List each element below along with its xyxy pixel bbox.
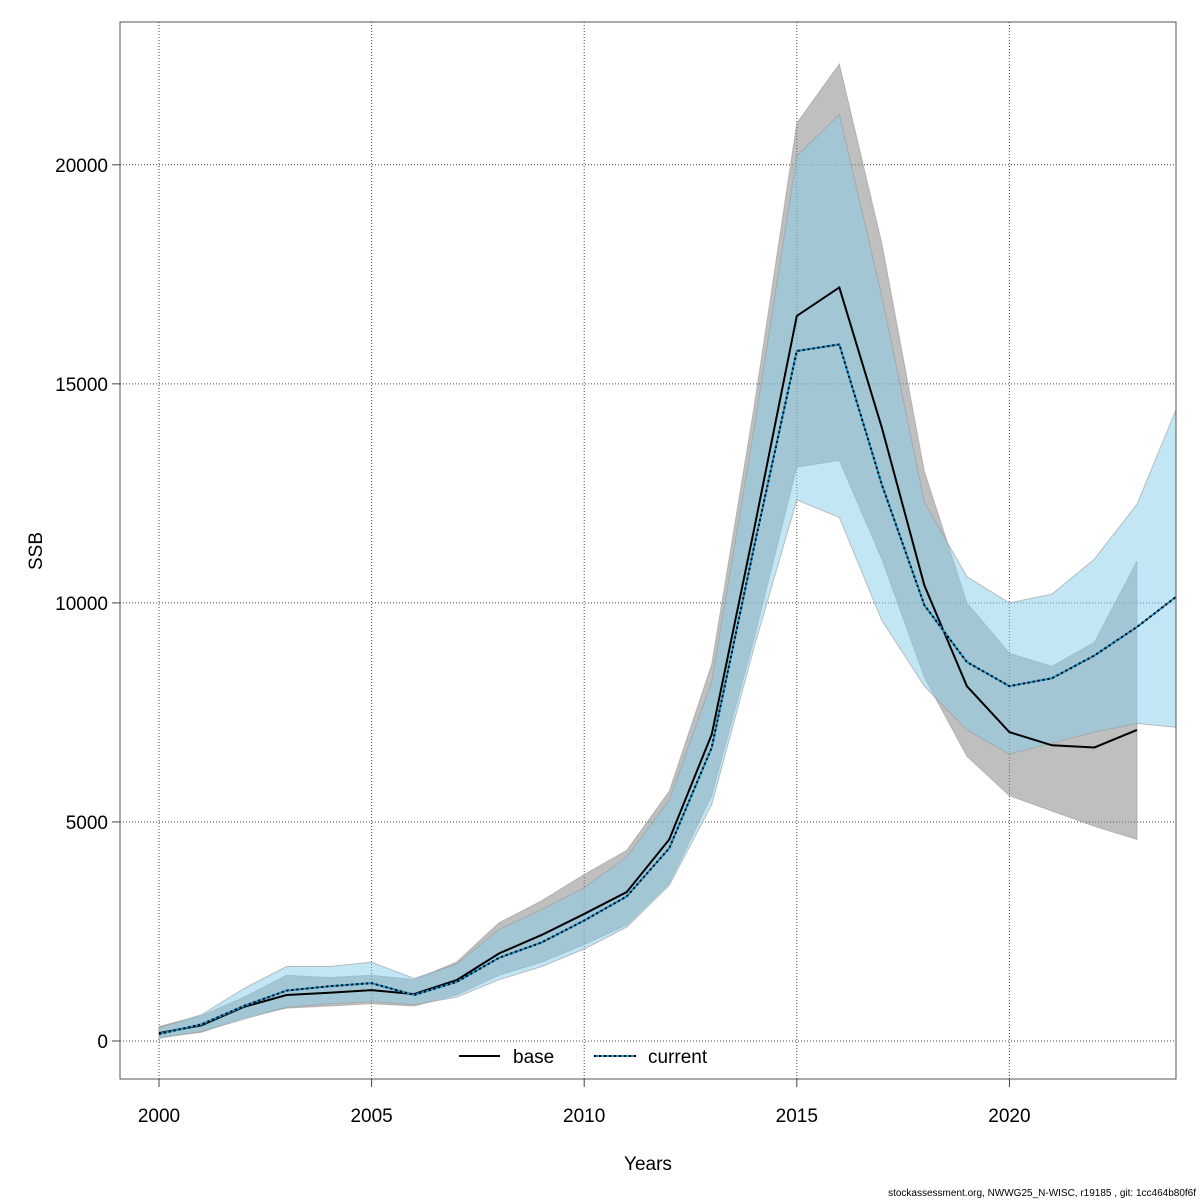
y-axis-label: SSB [26, 532, 47, 570]
y-tick-label: 15000 [55, 375, 108, 396]
x-tick-label: 2020 [988, 1106, 1030, 1127]
plot-frame [119, 21, 1177, 1080]
y-tick-label: 0 [97, 1032, 108, 1053]
x-axis: 2000 2005 2010 2015 2020 [138, 1079, 1031, 1127]
x-tick-label: 2005 [350, 1106, 392, 1127]
footer-credit: stockassessment.org, NWWG25_N-WISC, r191… [888, 1188, 1196, 1199]
grid [120, 22, 1176, 1079]
legend-label-base: base [513, 1047, 554, 1068]
y-tick-label: 5000 [66, 813, 108, 834]
line-current [158, 343, 1176, 1035]
line-base [158, 285, 1138, 1035]
x-tick-label: 2015 [776, 1106, 818, 1127]
band-current [158, 113, 1176, 1039]
y-axis: 0 5000 10000 15000 20000 [55, 156, 120, 1053]
x-tick-label: 2010 [563, 1106, 605, 1127]
x-axis-label: Years [624, 1154, 672, 1175]
legend-label-current: current [648, 1047, 708, 1068]
y-tick-label: 20000 [55, 156, 108, 177]
x-tick-label: 2000 [138, 1106, 180, 1127]
legend: base current [459, 1047, 708, 1068]
series-lines [158, 285, 1176, 1035]
confidence-bands [158, 62, 1176, 1039]
y-tick-label: 10000 [55, 594, 108, 615]
